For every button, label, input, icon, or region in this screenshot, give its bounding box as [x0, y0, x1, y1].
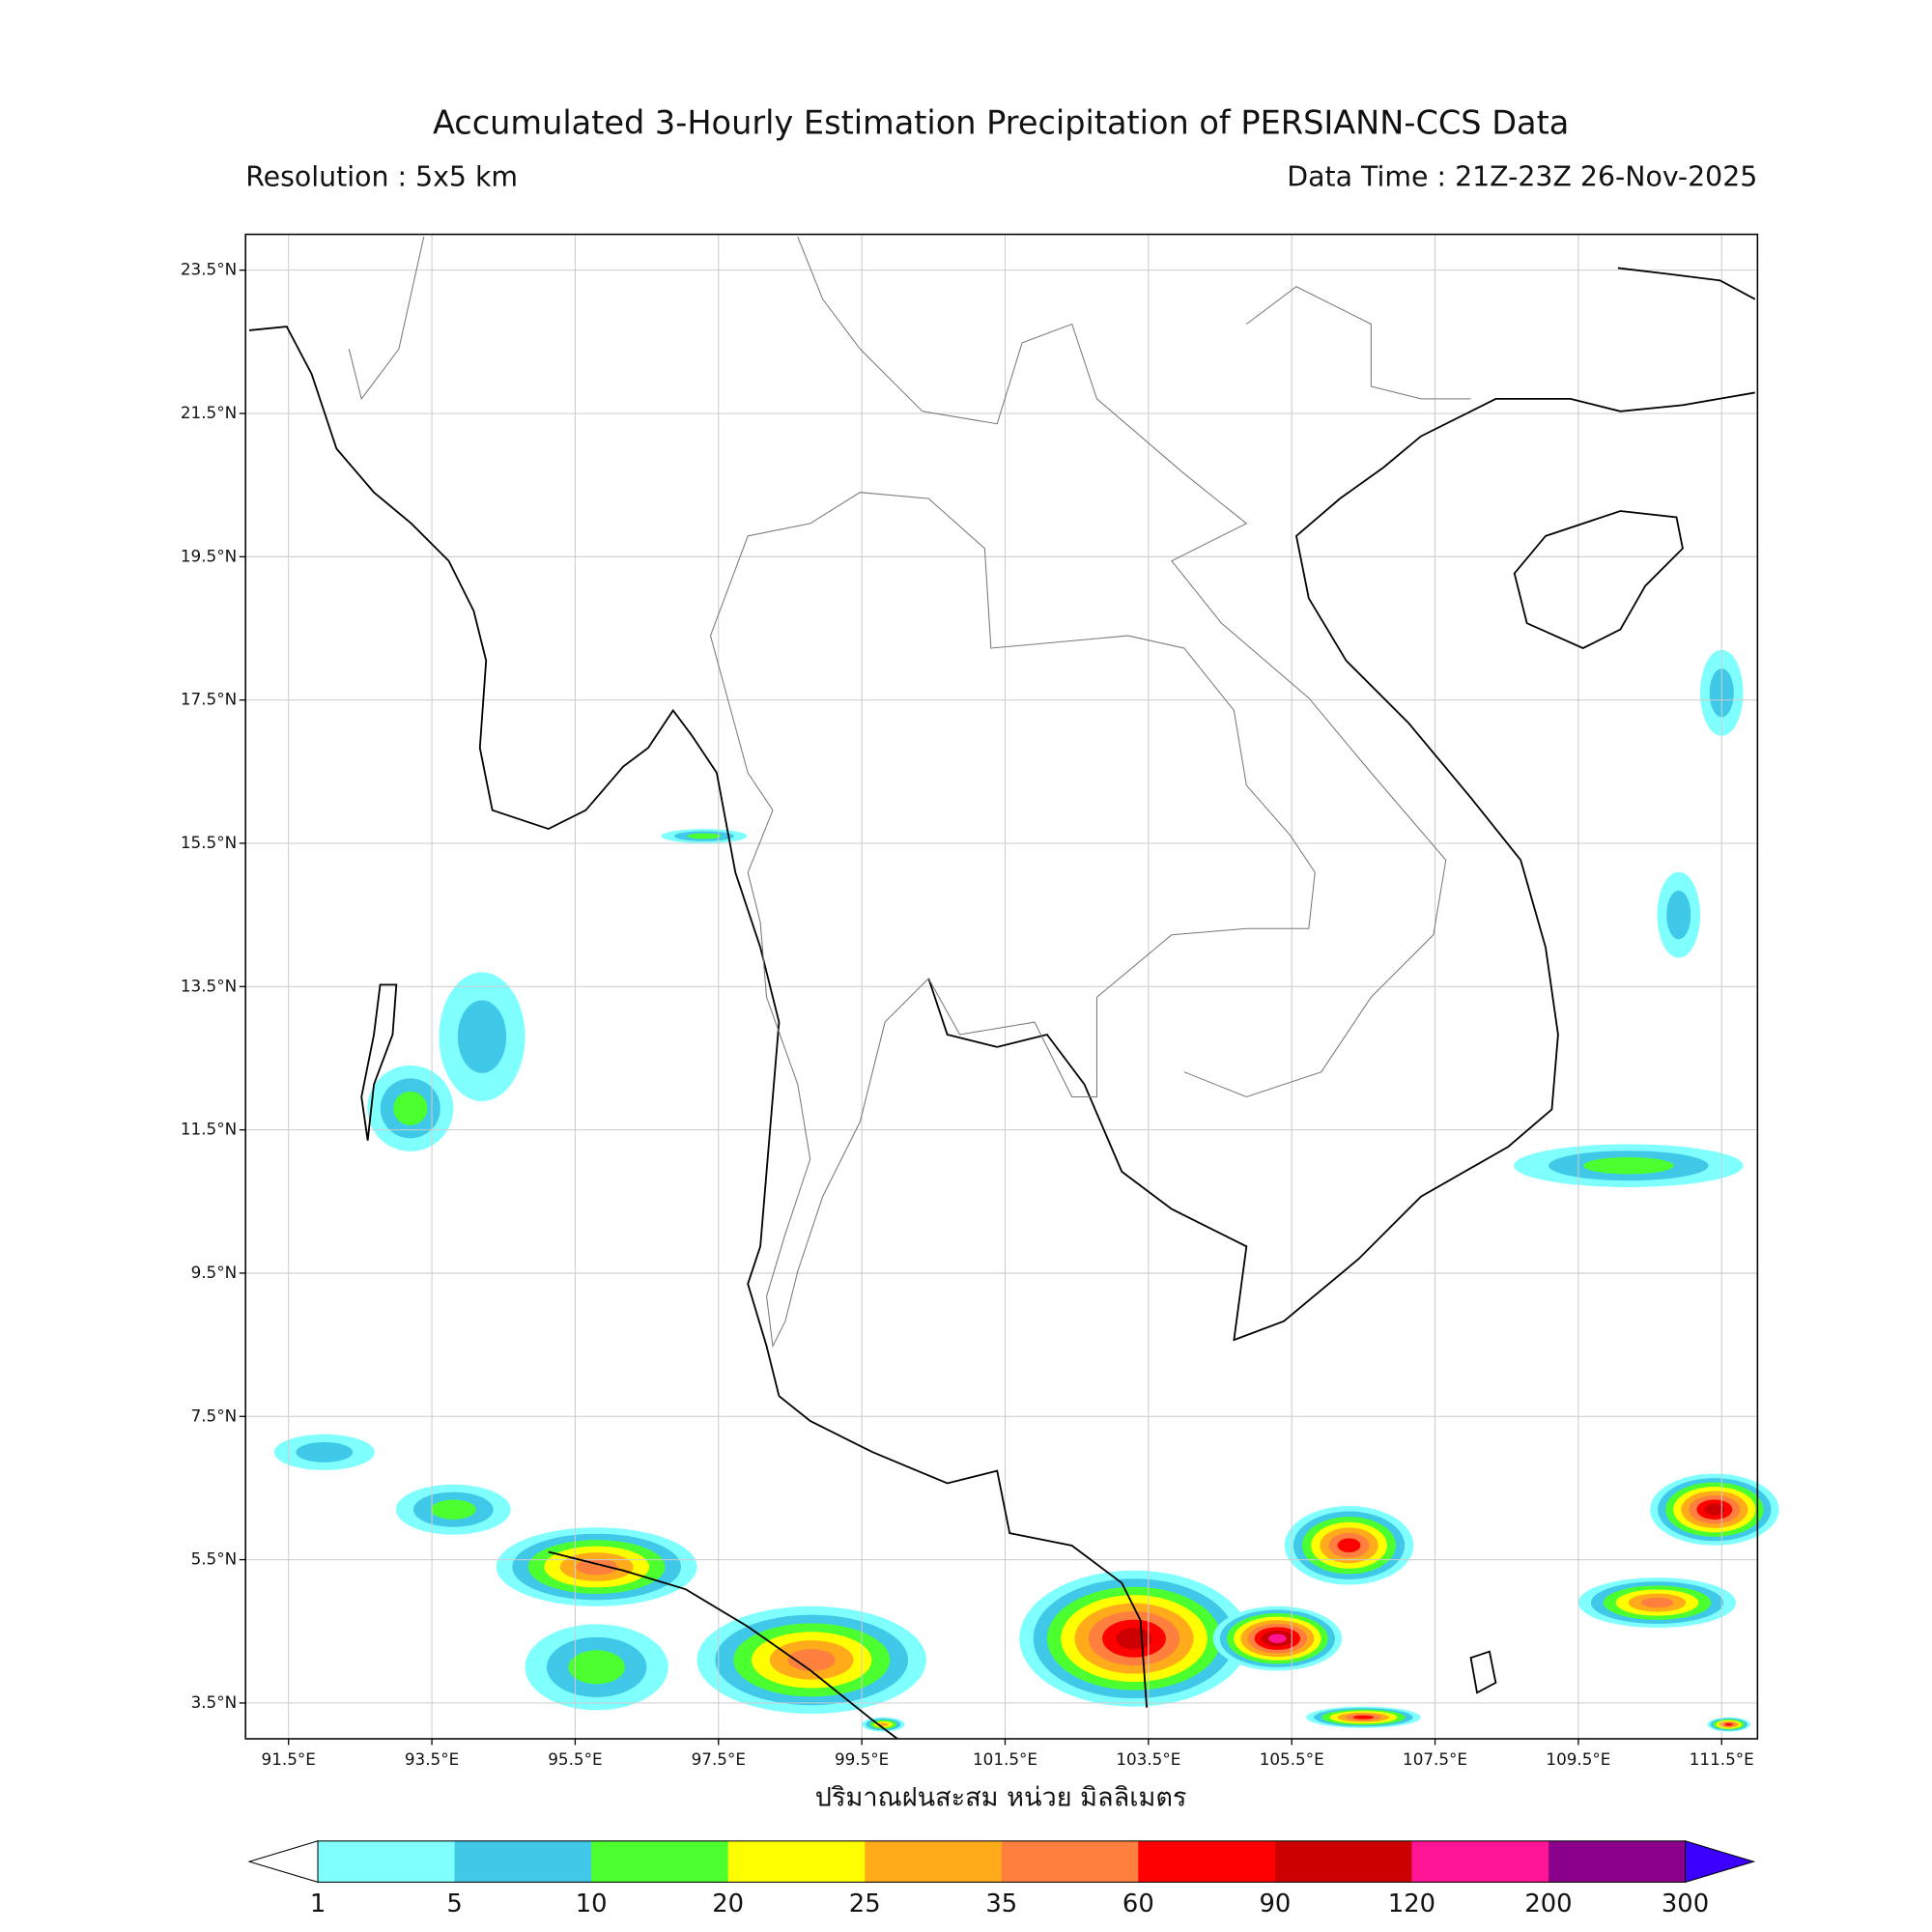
- colorbar-segment: [1274, 1840, 1413, 1883]
- colorbar-segment: [591, 1840, 729, 1883]
- x-tick-label: 105.5°E: [1260, 1749, 1324, 1769]
- rain-cell: [1583, 1156, 1674, 1175]
- x-tick-label: 97.5°E: [692, 1749, 746, 1769]
- rain-cell: [787, 1648, 836, 1671]
- borders: [348, 236, 1471, 1349]
- colorbar-label: 200: [1524, 1889, 1572, 1918]
- colorbar-label: 300: [1662, 1889, 1709, 1918]
- rain-cell: [1337, 1538, 1361, 1553]
- coastlines: [248, 267, 1756, 1740]
- colorbar-label: 25: [849, 1889, 881, 1918]
- rain-layer: [273, 649, 1779, 1732]
- colorbar-label: 1: [310, 1889, 326, 1918]
- colorbar-segment: [1001, 1840, 1139, 1883]
- sumatra: [548, 1550, 898, 1740]
- y-tick-label: 13.5°N: [181, 976, 237, 995]
- rain-cell: [1116, 1628, 1152, 1650]
- x-tick-label: 91.5°E: [262, 1749, 316, 1769]
- y-tick-label: 9.5°N: [191, 1263, 238, 1282]
- y-tick-label: 11.5°N: [181, 1120, 237, 1139]
- y-tick-label: 17.5°N: [181, 690, 237, 709]
- colorbar-segment: [318, 1840, 456, 1883]
- x-tick-label: 95.5°E: [548, 1749, 602, 1769]
- x-tick-label: 101.5°E: [973, 1749, 1037, 1769]
- coast-west: [248, 326, 781, 1397]
- y-tick-label: 5.5°N: [191, 1549, 238, 1569]
- y-tick-label: 15.5°N: [181, 833, 237, 852]
- colorbar: 1 5 10 20 25 35 60 90 120 200 300: [247, 1840, 1756, 1918]
- resolution: Resolution : 5x5 km: [245, 161, 518, 193]
- y-tick-label: 21.5°N: [181, 403, 237, 422]
- colorbar-label: 20: [712, 1889, 744, 1918]
- rain-cell: [1704, 1503, 1725, 1516]
- coast-east: [927, 391, 1755, 1342]
- andaman: [360, 983, 398, 1141]
- x-tick-label: 93.5°E: [405, 1749, 459, 1769]
- rain-cell: [568, 1650, 625, 1685]
- rain-cell: [1724, 1722, 1733, 1726]
- myanmar-border: [348, 237, 425, 401]
- island: [1469, 1650, 1497, 1694]
- thailand-border: [709, 492, 1316, 1349]
- data-time: Data Time : 21Z-23Z 26-Nov-2025: [1287, 161, 1757, 193]
- x-tick-label: 111.5°E: [1690, 1749, 1754, 1769]
- y-tick-label: 19.5°N: [181, 546, 237, 565]
- grid: [245, 234, 1758, 1739]
- coast-peninsula-east: [778, 1395, 1148, 1708]
- rain-cell: [576, 1558, 618, 1576]
- colorbar-label: 90: [1259, 1889, 1291, 1918]
- colorbar-segment: [454, 1840, 592, 1883]
- china-border: [1246, 286, 1471, 400]
- rain-cell: [1640, 1597, 1674, 1608]
- rain-cell: [1352, 1715, 1374, 1719]
- x-tick-label: 99.5°E: [835, 1749, 889, 1769]
- colorbar-segment: [1411, 1840, 1549, 1883]
- colorbar-label: 60: [1122, 1889, 1154, 1918]
- hainan: [1513, 510, 1684, 649]
- rain-cell: [430, 1499, 476, 1520]
- rain-cell: [1666, 890, 1691, 940]
- colorbar-frame: [317, 1840, 1687, 1883]
- colorbar-label: 10: [576, 1889, 608, 1918]
- colorbar-segment: [727, 1840, 866, 1883]
- laos-vietnam-border: [797, 236, 1447, 1098]
- rain-cell: [296, 1441, 354, 1463]
- rain-cell: [457, 1000, 507, 1073]
- colorbar-segment: [1138, 1840, 1276, 1883]
- y-tick-label: 23.5°N: [181, 260, 237, 279]
- title: Accumulated 3-Hourly Estimation Precipit…: [433, 104, 1569, 142]
- rain-cell: [393, 1091, 428, 1125]
- colorbar-segment: [1548, 1840, 1687, 1883]
- colorbar-label: 5: [446, 1889, 462, 1918]
- coast-china: [1617, 267, 1756, 300]
- x-tick-label: 103.5°E: [1116, 1749, 1180, 1769]
- colorbar-segment: [865, 1840, 1003, 1883]
- rain-cell: [687, 833, 722, 839]
- y-tick-label: 3.5°N: [191, 1692, 238, 1712]
- x-tick-label: 109.5°E: [1546, 1749, 1610, 1769]
- x-axis-label: ปริมาณฝนสะสม หน่วย มิลลิเมตร: [815, 1782, 1187, 1812]
- rain-cell: [1268, 1634, 1287, 1643]
- x-tick-label: 107.5°E: [1403, 1749, 1467, 1769]
- colorbar-label: 120: [1388, 1889, 1435, 1918]
- y-tick-label: 7.5°N: [191, 1406, 238, 1425]
- colorbar-label: 35: [985, 1889, 1017, 1918]
